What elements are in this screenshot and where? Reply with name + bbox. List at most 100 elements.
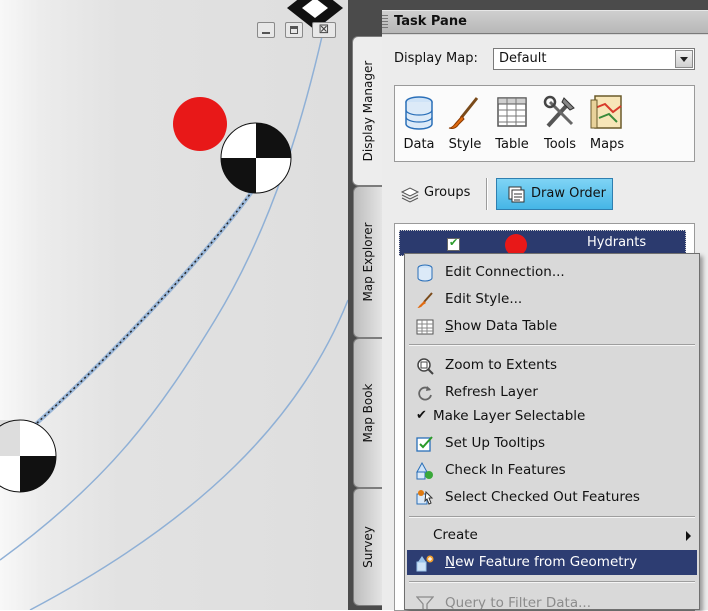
select-checked-out-icon bbox=[416, 489, 434, 507]
toolbar-label: Table bbox=[495, 137, 529, 152]
toolbar-style-button[interactable]: Style bbox=[443, 94, 487, 152]
check-in-icon bbox=[416, 461, 434, 480]
menu-item-label: Zoom to Extents bbox=[445, 357, 558, 373]
map-curve-outer bbox=[0, 0, 331, 561]
task-pane-title-bar[interactable]: Task Pane bbox=[382, 10, 708, 34]
refresh-icon bbox=[416, 384, 434, 402]
layer-style-swatch bbox=[505, 234, 527, 256]
toolbar-maps-button[interactable]: Maps bbox=[585, 94, 629, 152]
toolbar-label: Data bbox=[403, 137, 435, 152]
menu-item-set-up-tooltips[interactable]: Set Up Tooltips bbox=[407, 431, 697, 456]
filter-icon bbox=[415, 595, 435, 609]
tab-display-manager[interactable]: Display Manager bbox=[352, 36, 383, 186]
toolbar-data-button[interactable]: Data bbox=[399, 94, 439, 152]
hydrant-marker bbox=[173, 97, 227, 151]
tooltip-checkbox-icon bbox=[416, 435, 434, 453]
menu-item-label: Edit Style... bbox=[445, 291, 523, 307]
toolbar-table-button[interactable]: Table bbox=[489, 94, 535, 152]
menu-item-label: Query to Filter Data... bbox=[445, 595, 591, 610]
menu-item-label: Set Up Tooltips bbox=[445, 435, 546, 451]
zoom-extents-icon bbox=[416, 357, 434, 375]
menu-label-rest: how Data Table bbox=[453, 318, 558, 334]
map-curve-inner bbox=[29, 299, 348, 610]
tab-label: Display Manager bbox=[361, 60, 375, 162]
menu-item-refresh-layer[interactable]: Refresh Layer bbox=[407, 380, 697, 405]
menu-item-check-in-features[interactable]: Check In Features bbox=[407, 458, 697, 483]
groups-label: Groups bbox=[424, 185, 471, 200]
menu-item-label: Create bbox=[433, 527, 478, 543]
close-icon: ⊠ bbox=[318, 22, 330, 37]
tab-label: Map Book bbox=[361, 383, 375, 443]
table-icon bbox=[416, 318, 434, 336]
layer-name: Hydrants bbox=[587, 235, 647, 250]
toolbar-label: Style bbox=[448, 137, 482, 152]
tab-map-explorer[interactable]: Map Explorer bbox=[353, 186, 382, 338]
menu-item-label: Select Checked Out Features bbox=[445, 489, 640, 505]
map-canvas[interactable]: ⊠ bbox=[0, 0, 348, 610]
valve-symbol bbox=[220, 122, 292, 194]
menu-item-edit-style[interactable]: Edit Style... bbox=[407, 287, 697, 312]
pipe-line-dash bbox=[17, 161, 273, 441]
chevron-down-icon[interactable] bbox=[675, 50, 693, 68]
submenu-arrow-icon bbox=[686, 531, 691, 541]
menu-item-make-layer-selectable[interactable]: ✔ Make Layer Selectable bbox=[407, 404, 697, 429]
layer-visibility-checkbox[interactable] bbox=[447, 236, 460, 251]
display-map-row: Display Map: Default bbox=[394, 48, 695, 72]
display-manager-toolbar: Data Style bbox=[394, 85, 695, 162]
menu-item-label: Edit Connection... bbox=[445, 264, 565, 280]
minimize-button[interactable] bbox=[257, 22, 275, 38]
close-button[interactable]: ⊠ bbox=[312, 22, 336, 38]
new-feature-icon bbox=[416, 554, 434, 572]
menu-mnemonic: N bbox=[445, 554, 456, 570]
pipe-line bbox=[16, 160, 274, 442]
tab-label: Map Explorer bbox=[361, 222, 375, 302]
groups-button[interactable]: Groups bbox=[394, 179, 484, 209]
database-icon bbox=[401, 94, 437, 132]
valve-symbol-partial bbox=[0, 419, 57, 493]
tools-icon bbox=[542, 94, 578, 132]
side-tab-strip: Display Manager Map Explorer Map Book Su… bbox=[348, 0, 383, 610]
brush-icon bbox=[447, 94, 483, 132]
menu-item-query-to-filter-data: Query to Filter Data... bbox=[407, 591, 697, 610]
toolbar-label: Tools bbox=[543, 137, 577, 152]
menu-item-label: New Feature from Geometry bbox=[445, 554, 637, 570]
menu-item-label: Check In Features bbox=[445, 462, 566, 478]
display-map-label: Display Map: bbox=[394, 51, 478, 66]
maps-icon bbox=[589, 94, 625, 132]
draw-order-icon bbox=[507, 185, 527, 209]
menu-item-create[interactable]: Create bbox=[407, 523, 697, 548]
layer-item-hydrants[interactable]: Hydrants bbox=[399, 230, 686, 256]
menu-separator bbox=[409, 516, 695, 518]
draw-order-button[interactable]: Draw Order bbox=[496, 178, 613, 210]
layer-context-menu: Edit Connection... Edit Style... Show Da… bbox=[404, 253, 700, 610]
draw-order-label: Draw Order bbox=[531, 186, 607, 201]
menu-item-select-checked-out-features[interactable]: Select Checked Out Features bbox=[407, 485, 697, 510]
brush-icon bbox=[416, 291, 434, 309]
menu-separator bbox=[409, 581, 695, 583]
menu-item-label: Make Layer Selectable bbox=[433, 408, 586, 424]
menu-item-zoom-to-extents[interactable]: Zoom to Extents bbox=[407, 353, 697, 378]
drag-grip-icon[interactable] bbox=[382, 15, 388, 29]
database-icon bbox=[416, 264, 434, 282]
menu-separator bbox=[409, 344, 695, 346]
top-edge-symbol bbox=[287, 0, 343, 30]
toolbar-tools-button[interactable]: Tools bbox=[537, 94, 583, 152]
menu-item-edit-connection[interactable]: Edit Connection... bbox=[407, 260, 697, 285]
toolbar-label: Maps bbox=[589, 137, 625, 152]
menu-item-label: Refresh Layer bbox=[445, 384, 538, 400]
checkmark-icon: ✔ bbox=[416, 408, 427, 423]
groups-icon bbox=[400, 184, 420, 208]
maximize-button[interactable] bbox=[285, 22, 303, 38]
menu-item-show-data-table[interactable]: Show Data Table bbox=[407, 314, 697, 339]
display-map-value: Default bbox=[499, 51, 547, 66]
menu-item-label: Show Data Table bbox=[445, 318, 557, 334]
map-window-controls: ⊠ bbox=[255, 18, 345, 40]
tab-label: Survey bbox=[361, 526, 375, 568]
tab-map-book[interactable]: Map Book bbox=[353, 338, 382, 488]
menu-item-new-feature-from-geometry[interactable]: New Feature from Geometry bbox=[407, 550, 697, 575]
menu-mnemonic: S bbox=[445, 318, 454, 334]
map-geometry bbox=[0, 0, 348, 610]
task-pane-title: Task Pane bbox=[394, 14, 467, 29]
display-map-select[interactable]: Default bbox=[493, 48, 695, 70]
tab-survey[interactable]: Survey bbox=[353, 488, 382, 606]
